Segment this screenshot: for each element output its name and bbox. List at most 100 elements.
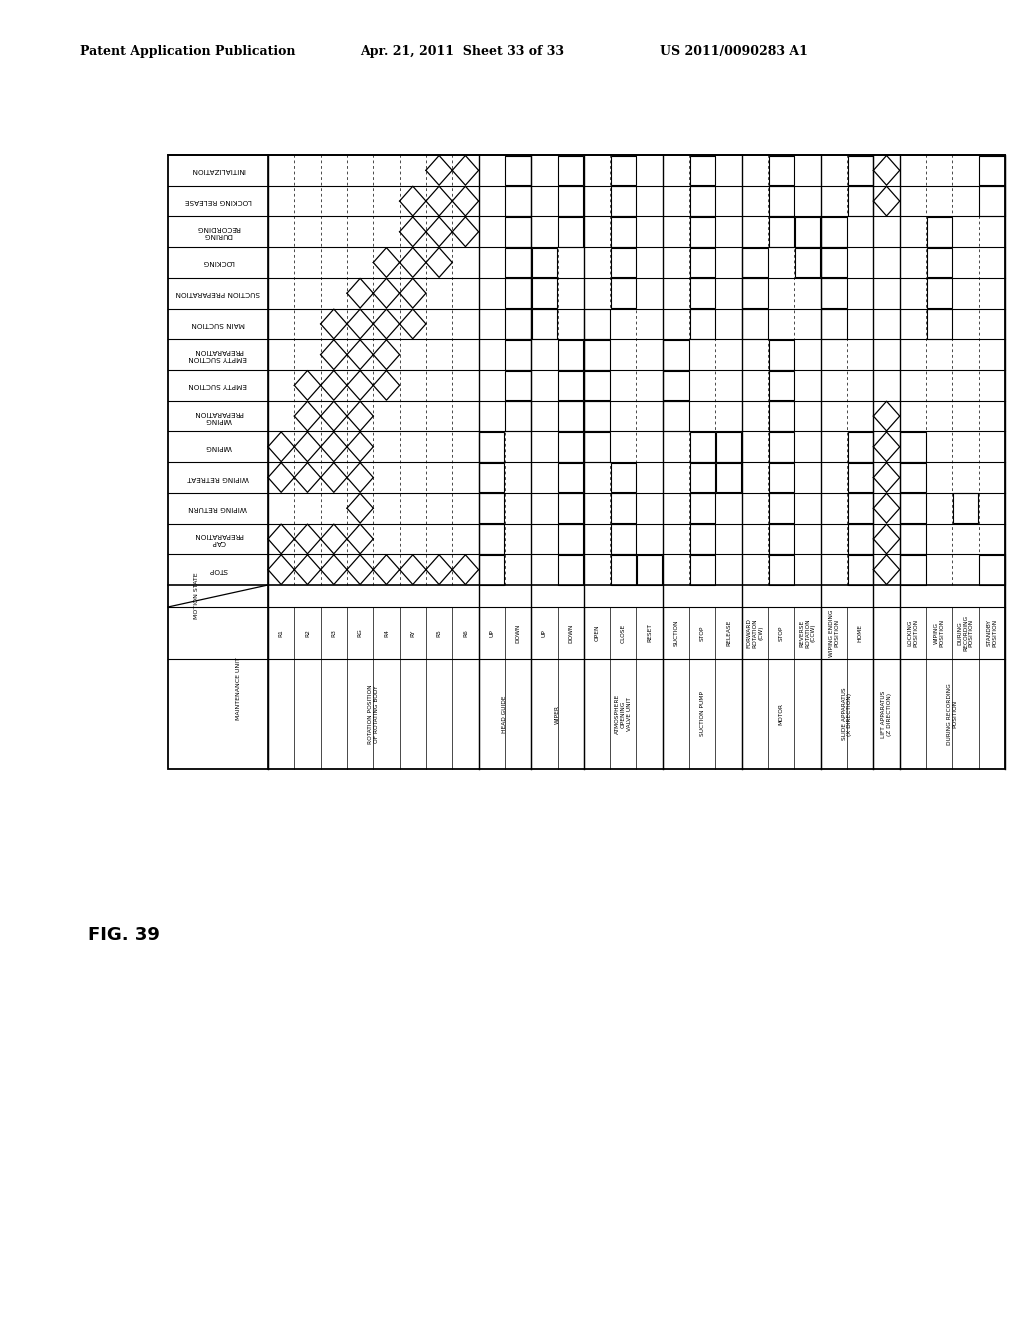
Bar — [979, 156, 1005, 185]
Text: OPEN: OPEN — [595, 624, 599, 642]
Bar — [585, 339, 609, 370]
Bar — [927, 279, 952, 308]
Text: ATMOSPHERE
OPENING
VALVE UNIT: ATMOSPHERE OPENING VALVE UNIT — [615, 694, 632, 734]
Bar — [506, 216, 530, 247]
Bar — [900, 524, 926, 554]
Bar — [558, 339, 584, 370]
Text: LOCKING: LOCKING — [202, 260, 234, 265]
Bar — [610, 156, 636, 185]
Text: UP: UP — [489, 630, 495, 638]
Text: MOTOR: MOTOR — [779, 704, 783, 725]
Text: EMPTY SUCTION
PREPARATION: EMPTY SUCTION PREPARATION — [188, 348, 248, 362]
Bar — [664, 401, 689, 430]
Bar — [558, 216, 584, 247]
Bar — [848, 524, 872, 554]
Text: WIPING: WIPING — [205, 444, 231, 450]
Text: FIG. 39: FIG. 39 — [88, 927, 160, 944]
Text: STOP: STOP — [699, 626, 705, 640]
Text: STOP: STOP — [779, 626, 783, 640]
Bar — [506, 371, 530, 400]
Bar — [585, 371, 609, 400]
Text: WIPING
POSITION: WIPING POSITION — [934, 619, 944, 647]
Text: MOTION STATE: MOTION STATE — [194, 573, 199, 619]
Bar — [689, 494, 715, 523]
Bar — [506, 186, 530, 216]
Bar — [795, 216, 820, 247]
Text: LOCKING
POSITION: LOCKING POSITION — [907, 619, 919, 647]
Text: DOWN: DOWN — [515, 623, 520, 643]
Bar — [664, 371, 689, 400]
Bar — [769, 524, 794, 554]
Bar — [927, 248, 952, 277]
Text: US 2011/0090283 A1: US 2011/0090283 A1 — [660, 45, 808, 58]
Text: STOP: STOP — [209, 566, 227, 573]
Bar — [716, 432, 741, 462]
Bar — [848, 554, 872, 585]
Bar — [531, 309, 557, 339]
Bar — [168, 154, 1005, 770]
Text: STANDBY
POSITION: STANDBY POSITION — [986, 619, 997, 647]
Text: WIPING ENDING
POSITION: WIPING ENDING POSITION — [828, 610, 840, 657]
Bar — [900, 554, 926, 585]
Bar — [716, 462, 741, 492]
Bar — [769, 494, 794, 523]
Bar — [610, 554, 636, 585]
Bar — [821, 248, 847, 277]
Bar — [689, 248, 715, 277]
Bar — [479, 554, 505, 585]
Bar — [927, 309, 952, 339]
Bar — [610, 494, 636, 523]
Bar — [506, 156, 530, 185]
Bar — [610, 216, 636, 247]
Text: R1: R1 — [279, 630, 284, 636]
Bar — [848, 186, 872, 216]
Bar — [506, 339, 530, 370]
Text: RY: RY — [411, 630, 416, 636]
Text: MAIN SUCTION: MAIN SUCTION — [191, 321, 245, 327]
Bar — [585, 432, 609, 462]
Bar — [769, 216, 794, 247]
Bar — [769, 554, 794, 585]
Bar — [821, 279, 847, 308]
Bar — [558, 186, 584, 216]
Bar — [689, 279, 715, 308]
Text: DURING RECORDING
POSITION: DURING RECORDING POSITION — [947, 684, 957, 744]
Text: SUCTION PREPARATION: SUCTION PREPARATION — [176, 290, 260, 296]
Bar — [479, 494, 505, 523]
Bar — [689, 309, 715, 339]
Text: FORWARD
ROTATION
(CW): FORWARD ROTATION (CW) — [746, 618, 763, 648]
Text: REVERSE
ROTATION
(CCW): REVERSE ROTATION (CCW) — [800, 618, 816, 648]
Text: UP: UP — [542, 630, 547, 638]
Bar — [558, 156, 584, 185]
Bar — [664, 339, 689, 370]
Bar — [689, 186, 715, 216]
Bar — [558, 432, 584, 462]
Bar — [769, 462, 794, 492]
Text: HOME: HOME — [858, 624, 863, 642]
Bar — [558, 494, 584, 523]
Bar — [900, 432, 926, 462]
Bar — [979, 554, 1005, 585]
Bar — [742, 309, 768, 339]
Text: CLOSE: CLOSE — [621, 623, 626, 643]
Bar — [610, 524, 636, 554]
Bar — [689, 462, 715, 492]
Bar — [479, 524, 505, 554]
Bar — [848, 494, 872, 523]
Text: DURING
RECORDING: DURING RECORDING — [196, 226, 240, 239]
Bar — [689, 524, 715, 554]
Bar — [506, 309, 530, 339]
Bar — [742, 248, 768, 277]
Bar — [558, 462, 584, 492]
Bar — [900, 494, 926, 523]
Text: DURING
RECORDING
POSITION: DURING RECORDING POSITION — [957, 615, 974, 651]
Text: WIPING RETREAT: WIPING RETREAT — [187, 474, 249, 480]
Bar — [848, 156, 872, 185]
Bar — [769, 156, 794, 185]
Bar — [769, 339, 794, 370]
Bar — [953, 494, 978, 523]
Bar — [558, 554, 584, 585]
Text: WIPING
PREPARATION: WIPING PREPARATION — [194, 409, 243, 422]
Bar — [479, 432, 505, 462]
Bar — [610, 248, 636, 277]
